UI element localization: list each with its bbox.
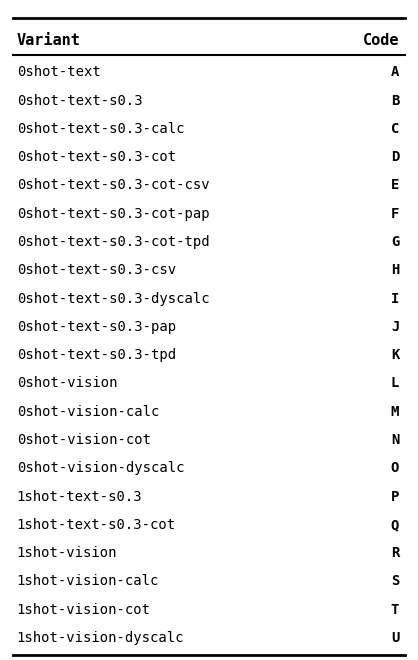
Text: 0shot-vision-cot: 0shot-vision-cot — [17, 433, 151, 447]
Text: 0shot-text-s0.3-cot-pap: 0shot-text-s0.3-cot-pap — [17, 207, 209, 220]
Text: 0shot-vision-dyscalc: 0shot-vision-dyscalc — [17, 461, 184, 475]
Text: 0shot-text-s0.3-csv: 0shot-text-s0.3-csv — [17, 263, 176, 277]
Text: I: I — [391, 292, 399, 306]
Text: 0shot-text-s0.3: 0shot-text-s0.3 — [17, 94, 143, 108]
Text: E: E — [391, 178, 399, 192]
Text: F: F — [391, 207, 399, 220]
Text: 1shot-vision-cot: 1shot-vision-cot — [17, 603, 151, 616]
Text: B: B — [391, 94, 399, 108]
Text: Variant: Variant — [17, 34, 81, 48]
Text: 0shot-text: 0shot-text — [17, 65, 100, 79]
Text: 1shot-vision-dyscalc: 1shot-vision-dyscalc — [17, 631, 184, 645]
Text: J: J — [391, 320, 399, 334]
Text: N: N — [391, 433, 399, 447]
Text: 1shot-text-s0.3: 1shot-text-s0.3 — [17, 490, 143, 504]
Text: 0shot-text-s0.3-pap: 0shot-text-s0.3-pap — [17, 320, 176, 334]
Text: U: U — [391, 631, 399, 645]
Text: R: R — [391, 546, 399, 560]
Text: 0shot-vision: 0shot-vision — [17, 376, 117, 390]
Text: 0shot-text-s0.3-dyscalc: 0shot-text-s0.3-dyscalc — [17, 292, 209, 306]
Text: 0shot-text-s0.3-cot-csv: 0shot-text-s0.3-cot-csv — [17, 178, 209, 192]
Text: D: D — [391, 150, 399, 164]
Text: 0shot-text-s0.3-cot: 0shot-text-s0.3-cot — [17, 150, 176, 164]
Text: K: K — [391, 348, 399, 362]
Text: C: C — [391, 122, 399, 136]
Text: Q: Q — [391, 518, 399, 532]
Text: O: O — [391, 461, 399, 475]
Text: T: T — [391, 603, 399, 616]
Text: 0shot-text-s0.3-cot-tpd: 0shot-text-s0.3-cot-tpd — [17, 235, 209, 249]
Text: H: H — [391, 263, 399, 277]
Text: 1shot-text-s0.3-cot: 1shot-text-s0.3-cot — [17, 518, 176, 532]
Text: P: P — [391, 490, 399, 504]
Text: 1shot-vision: 1shot-vision — [17, 546, 117, 560]
Text: 0shot-text-s0.3-tpd: 0shot-text-s0.3-tpd — [17, 348, 176, 362]
Text: Code: Code — [363, 34, 399, 48]
Text: 1shot-vision-calc: 1shot-vision-calc — [17, 574, 159, 588]
Text: M: M — [391, 405, 399, 418]
Text: S: S — [391, 574, 399, 588]
Text: L: L — [391, 376, 399, 390]
Text: 0shot-text-s0.3-calc: 0shot-text-s0.3-calc — [17, 122, 184, 136]
Text: G: G — [391, 235, 399, 249]
Text: A: A — [391, 65, 399, 79]
Text: 0shot-vision-calc: 0shot-vision-calc — [17, 405, 159, 418]
